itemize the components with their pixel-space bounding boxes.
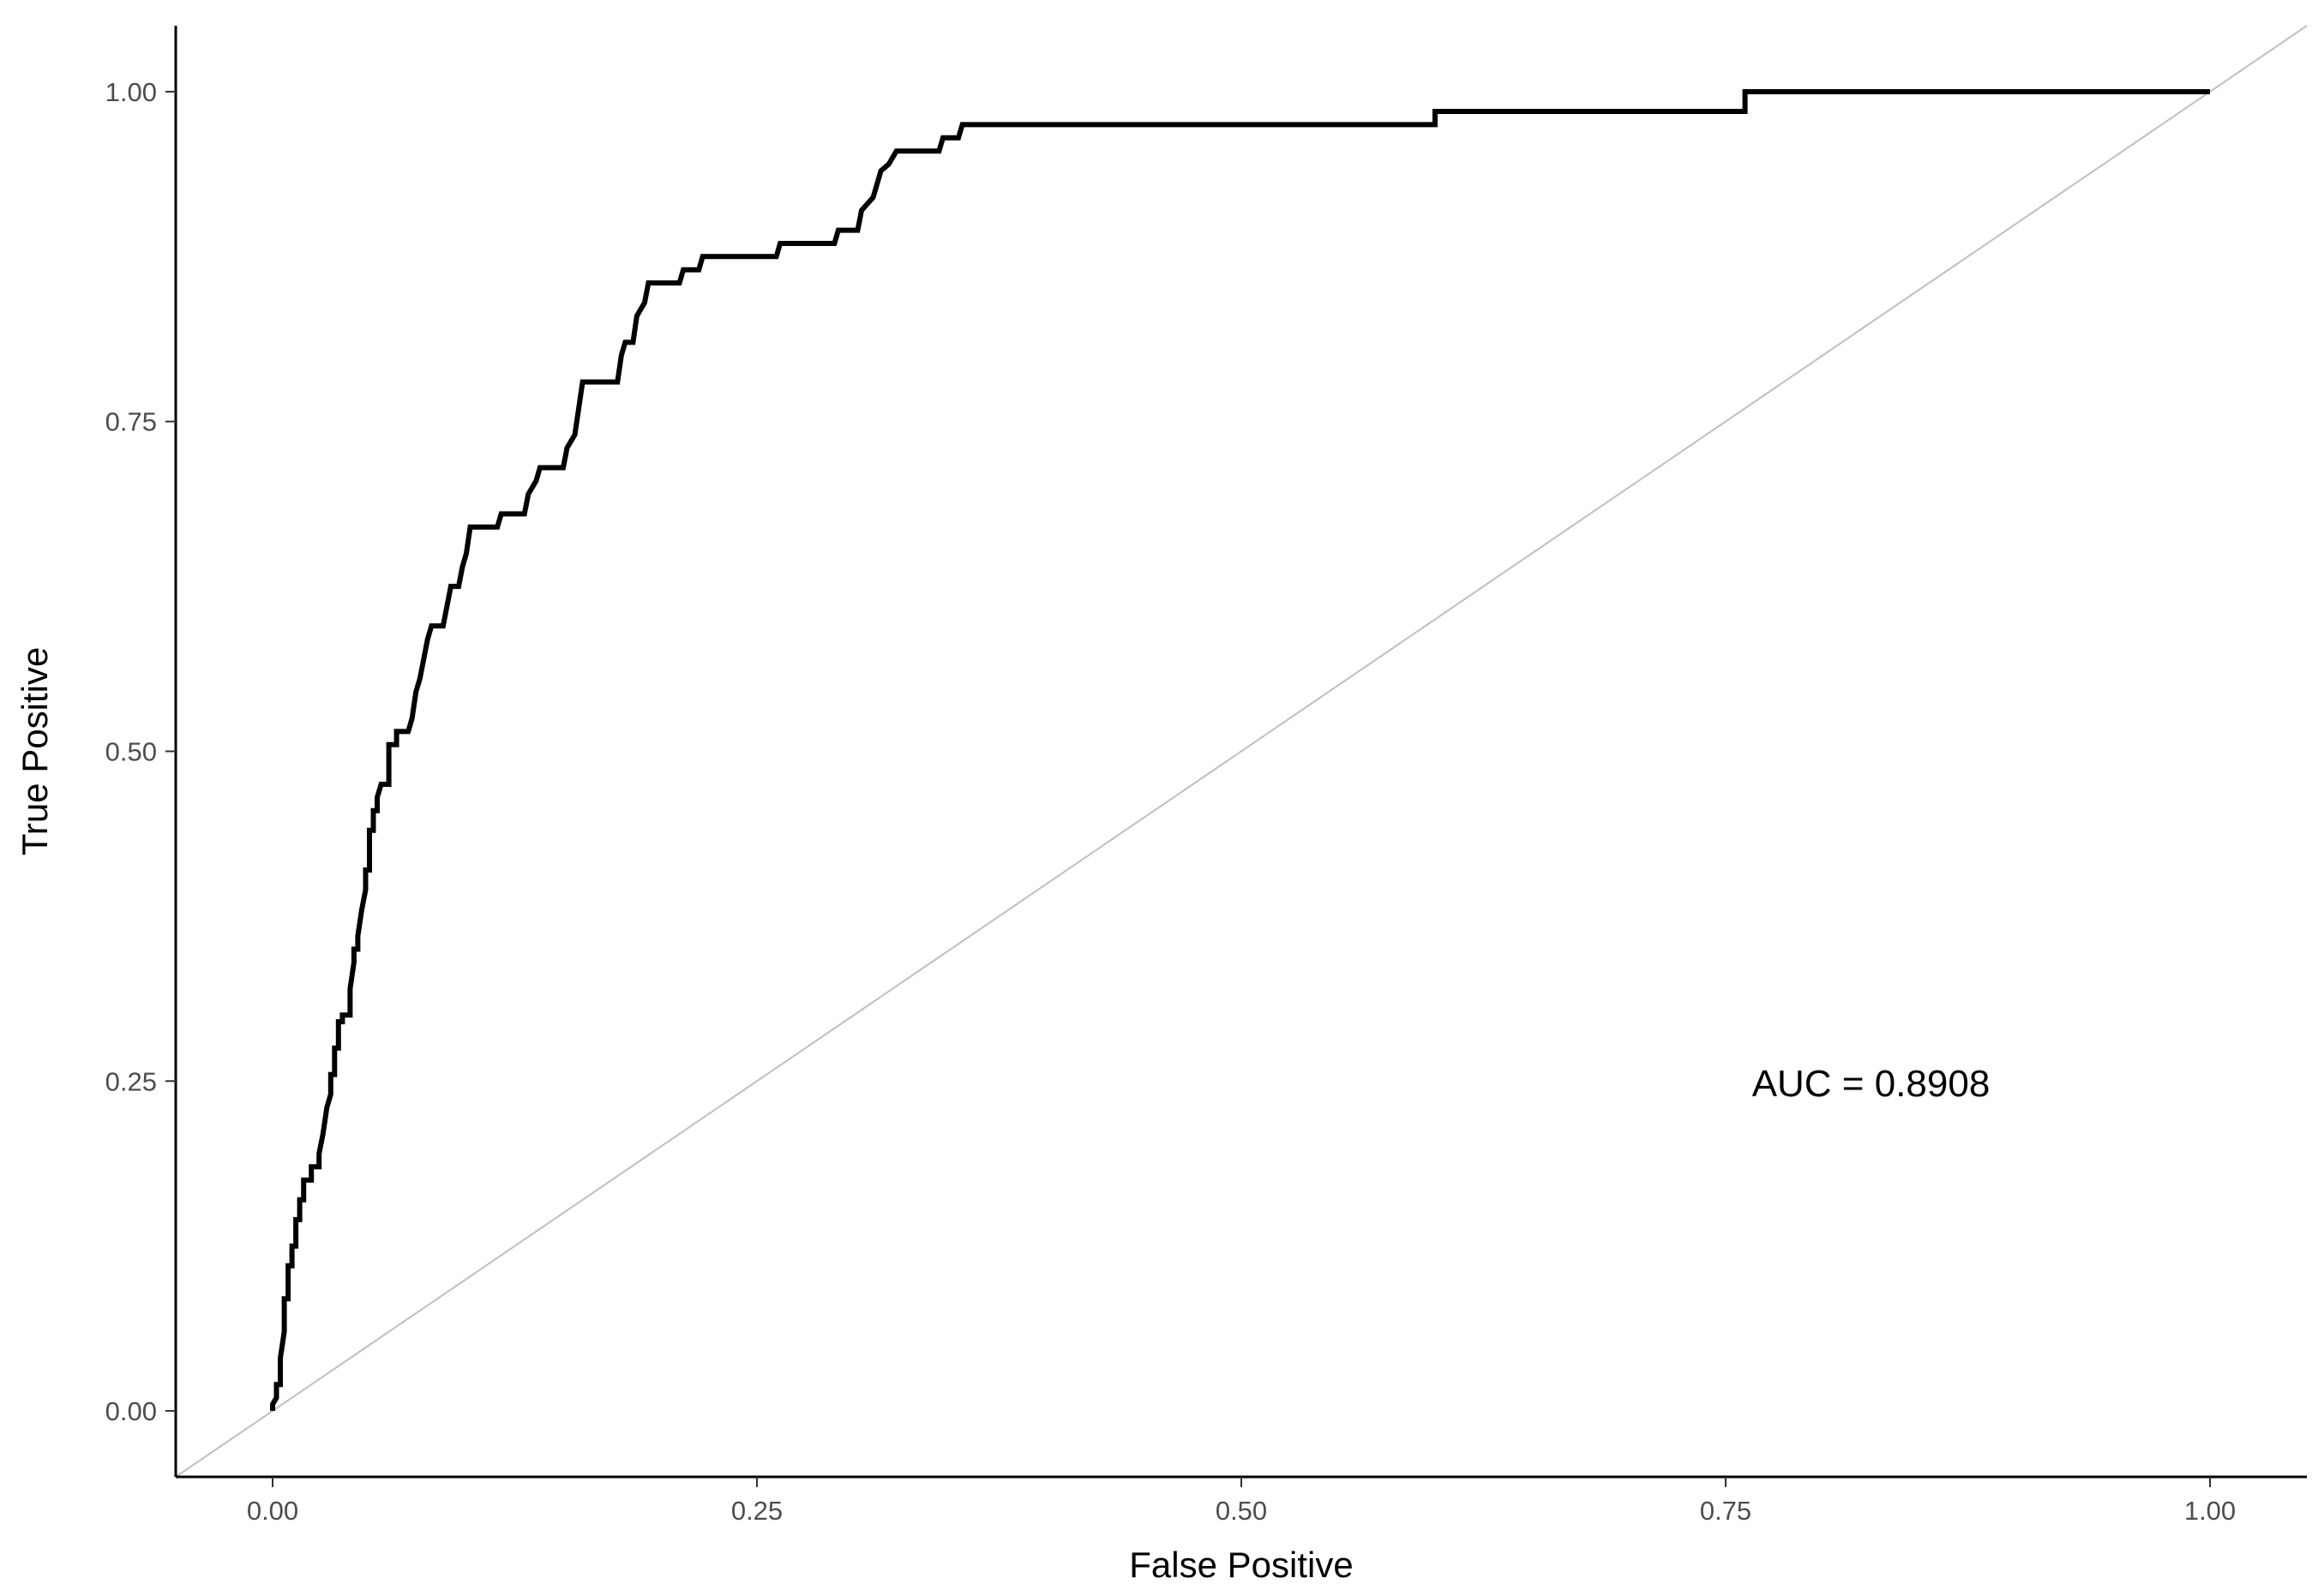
- x-tick-label-0: 0.00: [247, 1496, 298, 1526]
- y-tick-label-0: 0.00: [105, 1396, 157, 1426]
- y-axis-title: True Positive: [15, 647, 55, 856]
- y-tick-label-1: 0.25: [105, 1066, 157, 1096]
- x-ticks: 0.00 0.25 0.50 0.75 1.00: [247, 1477, 2236, 1526]
- roc-curve-0: [270, 89, 2210, 1411]
- reference-line-layer: [175, 25, 2308, 1478]
- reference-diagonal-line: [175, 25, 2308, 1478]
- auc-annotation-0: AUC = 0.8908: [1752, 1063, 1991, 1105]
- y-tick-label-3: 0.75: [105, 407, 157, 437]
- x-tick-label-4: 1.00: [2184, 1496, 2236, 1526]
- y-tick-label-4: 1.00: [105, 77, 157, 107]
- annotation-layer: AUC = 0.8908: [1752, 1063, 1991, 1105]
- x-axis-title: False Positive: [1129, 1545, 1353, 1585]
- y-tick-label-2: 0.50: [105, 737, 157, 767]
- x-tick-label-2: 0.50: [1216, 1496, 1267, 1526]
- y-ticks: 0.00 0.25 0.50 0.75 1.00: [105, 77, 176, 1426]
- x-tick-label-3: 0.75: [1700, 1496, 1751, 1526]
- x-tick-label-1: 0.25: [731, 1496, 783, 1526]
- roc-curve-layer: [270, 89, 2210, 1411]
